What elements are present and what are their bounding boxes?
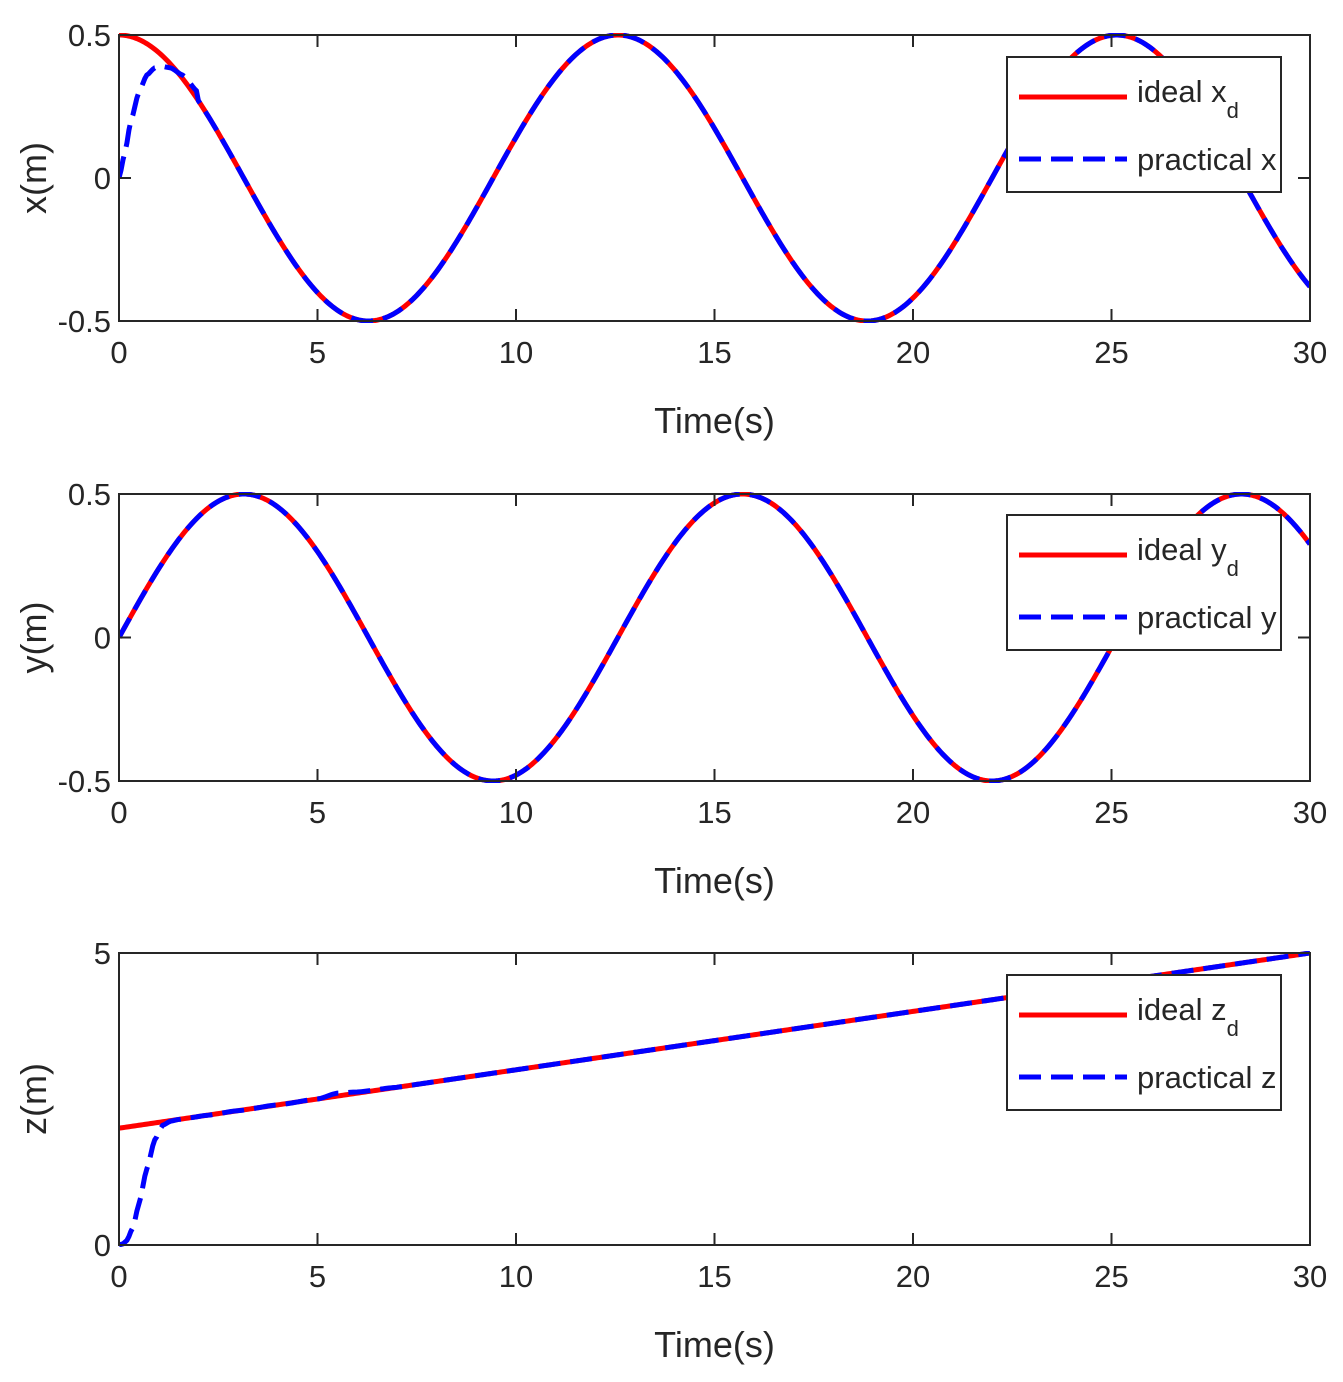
y-axis-title: z(m) xyxy=(13,1063,54,1135)
legend-label-ideal-main: ideal y xyxy=(1137,532,1227,567)
series-line-practical xyxy=(119,492,1310,783)
legend-label-ideal-main: ideal x xyxy=(1137,74,1227,109)
x-tick-label: 15 xyxy=(697,795,731,830)
y-axis-title: x(m) xyxy=(13,142,54,214)
y-tick-label: 5 xyxy=(94,936,111,971)
x-axis-title: Time(s) xyxy=(654,400,775,441)
chart-panel-3: 0 5 10 15 20 25 30 0 5 Time(s) z(m) ideal zd practic… xyxy=(13,936,1327,1365)
x-tick-label: 25 xyxy=(1094,1259,1128,1294)
x-tick-label: 20 xyxy=(896,335,930,370)
legend-label-practical: practical y xyxy=(1137,600,1277,635)
x-tick-label: 0 xyxy=(110,1259,127,1294)
y-tick-label: 0 xyxy=(94,161,111,196)
x-tick-label: 5 xyxy=(309,1259,326,1294)
x-tick-label: 20 xyxy=(896,1259,930,1294)
x-tick-label: 20 xyxy=(896,795,930,830)
legend-label-ideal-main: ideal z xyxy=(1137,992,1227,1027)
legend: ideal yd practical y xyxy=(1006,514,1282,651)
x-axis-title: Time(s) xyxy=(654,860,775,901)
legend-label-ideal: ideal zd xyxy=(1137,992,1239,1041)
y-tick-label: 0 xyxy=(94,1228,111,1263)
x-tick-label: 15 xyxy=(697,1259,731,1294)
legend-label-practical: practical x xyxy=(1137,142,1277,177)
legend-box xyxy=(1006,514,1282,651)
legend-box xyxy=(1006,56,1282,193)
x-tick-label: 0 xyxy=(110,335,127,370)
y-tick-label: 0.5 xyxy=(68,18,111,53)
x-tick-label: 25 xyxy=(1094,335,1128,370)
y-tick-label: -0.5 xyxy=(58,764,111,799)
y-tick-label: 0 xyxy=(94,621,111,656)
legend: ideal zd practical z xyxy=(1006,974,1282,1111)
legend: ideal xd practical x xyxy=(1006,56,1282,193)
x-tick-label: 10 xyxy=(499,335,533,370)
x-tick-label: 5 xyxy=(309,335,326,370)
x-tick-label: 30 xyxy=(1293,335,1327,370)
legend-label-practical: practical z xyxy=(1137,1060,1277,1095)
y-tick-label: 0.5 xyxy=(68,477,111,512)
legend-label-ideal-subscript: d xyxy=(1227,1016,1239,1041)
x-tick-label: 30 xyxy=(1293,1259,1327,1294)
y-tick-label: -0.5 xyxy=(58,304,111,339)
x-tick-label: 10 xyxy=(499,795,533,830)
legend-label-ideal-subscript: d xyxy=(1227,556,1239,581)
x-tick-label: 15 xyxy=(697,335,731,370)
x-tick-label: 5 xyxy=(309,795,326,830)
x-axis-title: Time(s) xyxy=(654,1324,775,1365)
x-tick-label: 10 xyxy=(499,1259,533,1294)
x-tick-label: 0 xyxy=(110,795,127,830)
x-tick-label: 25 xyxy=(1094,795,1128,830)
legend-label-ideal: ideal xd xyxy=(1137,74,1239,123)
legend-label-ideal: ideal yd xyxy=(1137,532,1239,581)
legend-box xyxy=(1006,974,1282,1111)
y-axis-title: y(m) xyxy=(13,602,54,674)
x-tick-label: 30 xyxy=(1293,795,1327,830)
legend-label-ideal-subscript: d xyxy=(1227,98,1239,123)
